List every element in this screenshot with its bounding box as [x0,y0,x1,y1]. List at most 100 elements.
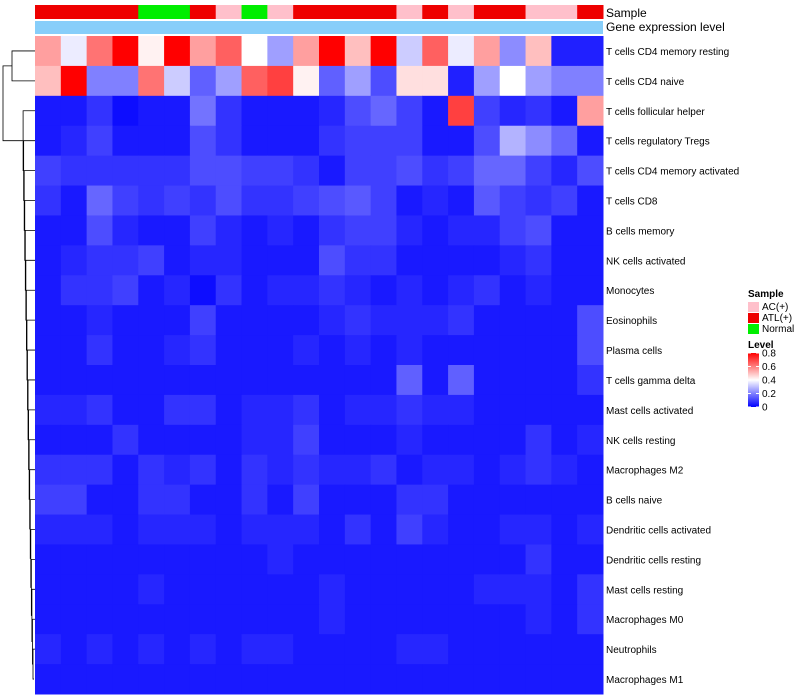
heatmap-cell [370,155,397,187]
sample-annotation-cell [138,5,165,19]
heatmap-cell [189,514,217,545]
heatmap-cell [35,544,62,575]
heatmap-cell [138,454,165,486]
heatmap-cell [422,454,449,486]
heatmap-cell [293,365,320,396]
heatmap-cell [86,65,113,97]
heatmap-cell [112,424,139,456]
heatmap-cell [189,185,217,216]
heatmap-cell [577,574,604,605]
heatmap-cell [370,275,397,306]
heatmap-cell [319,424,346,456]
heatmap-cell [396,36,423,67]
heatmap-cell [241,335,268,366]
row-label: T cells follicular helper [606,107,705,118]
heatmap-cell [35,634,62,665]
heatmap-cell [370,604,397,635]
heatmap-cell [293,394,320,426]
heatmap-cell [499,484,527,516]
heatmap-cell [293,245,320,276]
heatmap-cell [60,424,88,456]
heatmap-cell [396,305,423,336]
heatmap-cell [164,65,191,97]
heatmap-cell [215,65,243,97]
heatmap-cell [551,365,578,396]
heatmap-cell [241,305,268,336]
heatmap-cell [422,335,449,366]
legend-sample-title: Sample [748,289,784,300]
heatmap-cell [164,125,191,157]
heatmap-cell [112,664,139,695]
heatmap-cell [577,305,604,336]
heatmap-cell [293,65,320,97]
heatmap-cell [344,245,372,276]
heatmap-cell [396,574,423,605]
heatmap-cell [396,65,423,97]
heatmap-cell [525,305,552,336]
row-label: Mast cells activated [606,406,693,417]
heatmap-cell [448,245,475,276]
heatmap-cell [86,155,113,187]
heatmap-cell [525,335,552,366]
heatmap-cell [35,245,62,276]
heatmap-cell [370,335,397,366]
heatmap-cell [293,36,320,67]
sample-annotation-cell [60,5,88,19]
sample-annotation-cell [215,5,243,19]
heatmap-cell [396,424,423,456]
heatmap-cell [267,604,294,635]
heatmap-cell [448,634,475,665]
heatmap-cell [422,185,449,216]
heatmap-cell [112,65,139,97]
sample-annotation-cell [86,5,113,19]
heatmap-cell [396,484,423,516]
row-label: T cells CD4 naive [606,77,685,88]
heatmap-cell [189,634,217,665]
heatmap-cell [86,185,113,216]
heatmap-cell [35,484,62,516]
heatmap-cell [577,544,604,575]
sample-annotation-cell [35,5,62,19]
heatmap-cell [344,185,372,216]
heatmap-cell [344,65,372,97]
heatmap-cell [422,514,449,545]
heatmap-cell [164,394,191,426]
gene-expression-annotation-label: Gene expression level [606,20,725,34]
sample-annotation-cell [370,5,397,19]
dendrogram-branch [32,648,35,680]
heatmap-cell [189,664,217,695]
heatmap-cell [267,335,294,366]
heatmap-cell [422,664,449,695]
heatmap-cell [577,125,604,157]
heatmap-cell [215,155,243,187]
heatmap-cell [164,514,191,545]
heatmap-cell [473,574,501,605]
heatmap-cell [370,454,397,486]
legend-sample: Sample AC(+) ATL(+) Normal [748,289,794,335]
heatmap-cell [396,335,423,366]
heatmap-cell [189,574,217,605]
heatmap-cell [215,185,243,216]
heatmap-cell [267,544,294,575]
sample-annotation-cell [396,5,423,19]
heatmap-cell [138,634,165,665]
heatmap-cell [525,424,552,456]
legend-level-ticks: 0.8 0.6 0.4 0.2 0 [748,349,776,414]
heatmap-cell [370,305,397,336]
heatmap-cell [370,185,397,216]
heatmap-cell [293,544,320,575]
heatmap-cell [215,664,243,695]
heatmap-cell [241,65,268,97]
heatmap-cell [422,65,449,97]
heatmap-cell [35,574,62,605]
heatmap-cell [448,215,475,246]
heatmap-cell [577,65,604,97]
heatmap-cell [138,215,165,246]
heatmap-cell [319,394,346,426]
heatmap-cell [267,365,294,396]
heatmap-cell [448,36,475,67]
heatmap-cell [164,305,191,336]
row-label: Macrophages M2 [606,466,684,477]
heatmap-cell [473,95,501,127]
heatmap-cell [241,215,268,246]
